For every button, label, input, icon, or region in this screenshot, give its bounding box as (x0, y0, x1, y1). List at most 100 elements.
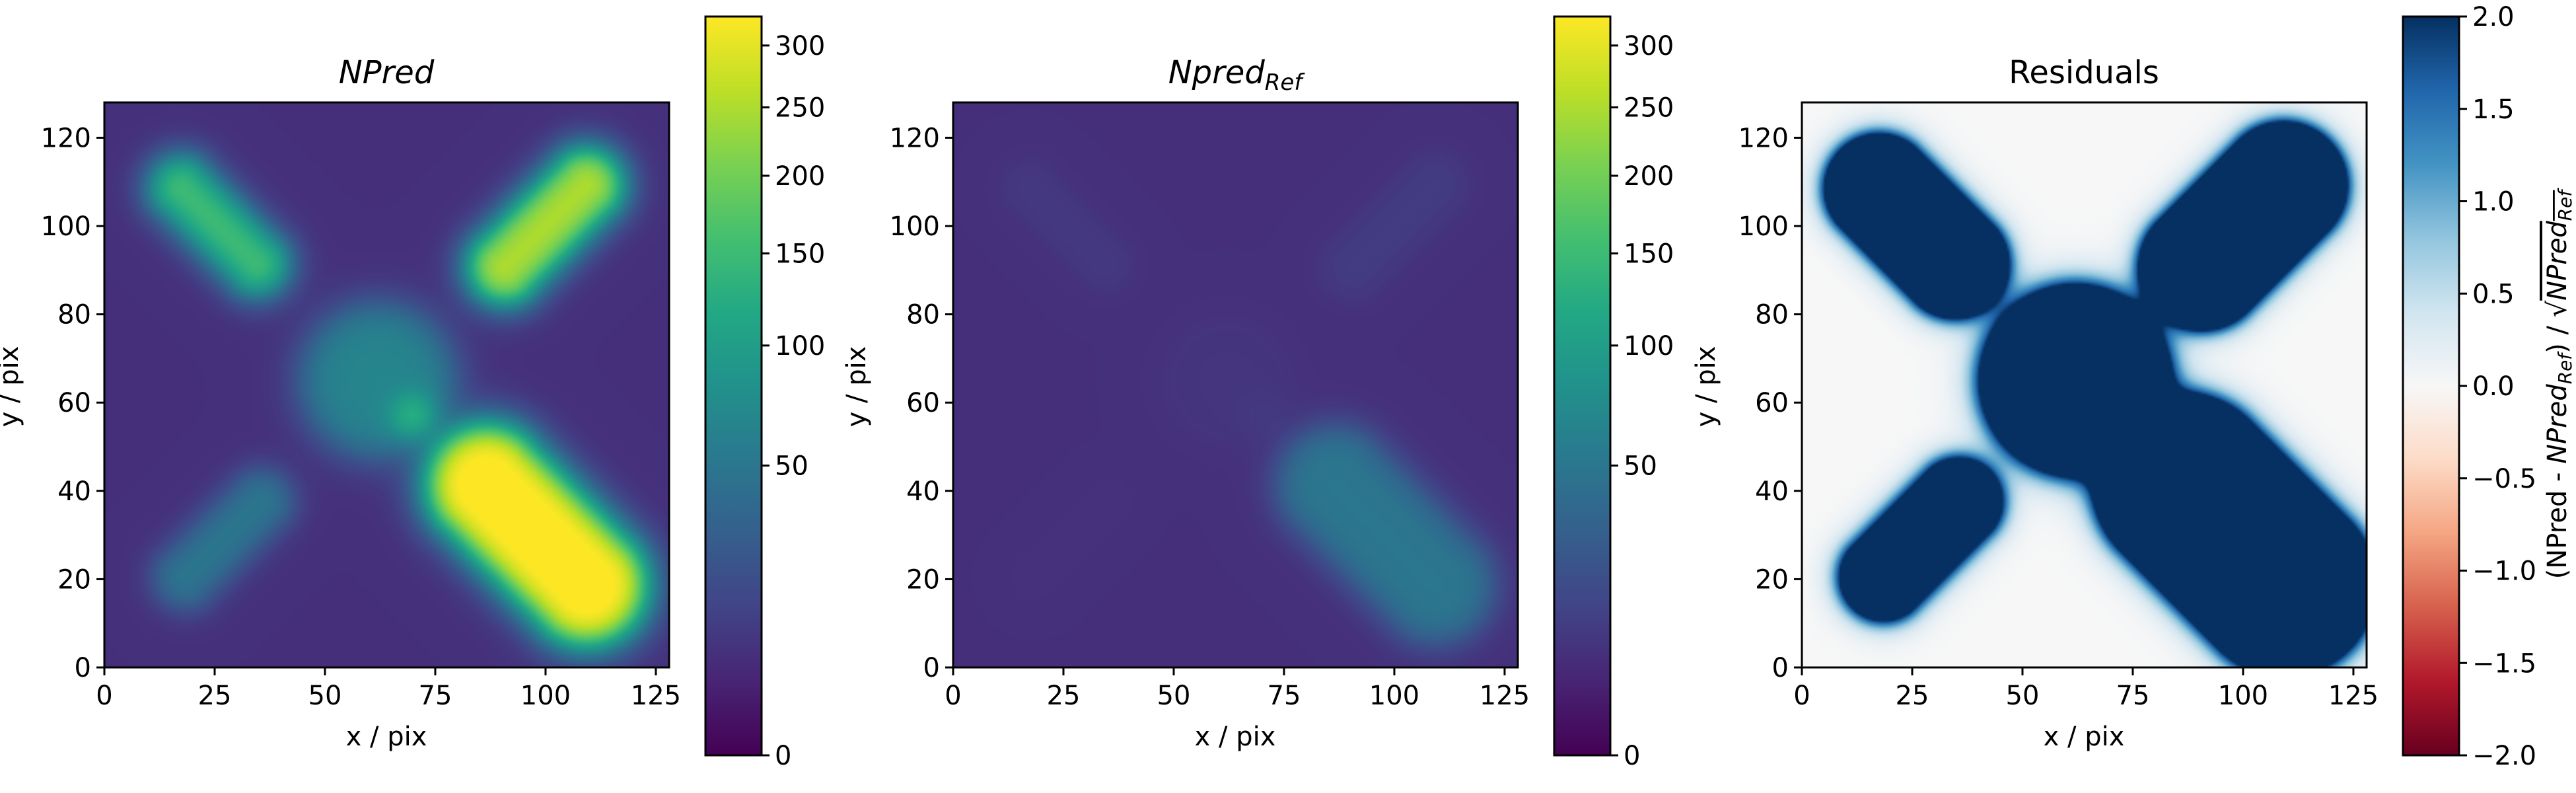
panel-npred-ref-title: NpredRef (1168, 54, 1306, 96)
ytick-label: 40 (57, 476, 91, 507)
colorbar-tick-label: 150 (1624, 239, 1674, 269)
xtick-label: 125 (2328, 681, 2379, 711)
residuals-colorbar (2402, 15, 2460, 757)
panel-npred-ref: NpredRef 0 25 50 75 100 125 0 20 40 60 80 100 120 x … (841, 15, 1674, 771)
ytick-label: 0 (75, 653, 91, 683)
colorbar-tick-label: −1.0 (2472, 556, 2536, 587)
colorbar-tick-label: 200 (1624, 161, 1674, 192)
residuals-xlabel: x / pix (2044, 722, 2125, 752)
xtick-label: 100 (520, 681, 571, 711)
colorbar-tick-label: 250 (775, 93, 825, 123)
npred-ref-ylabel: y / pix (841, 346, 872, 428)
residuals-colorbar-ticks: 2.0 1.5 1.0 0.5 0.0 −0.5 −1.0 −1.5 −2.0 (2459, 2, 2536, 771)
npred-heatmap (104, 102, 669, 667)
ytick-label: 20 (1755, 564, 1789, 595)
npred-colorbar-ticks: 0 50 100 150 200 250 300 (762, 31, 825, 771)
xtick-label: 75 (419, 681, 452, 711)
npred-ylabel: y / pix (0, 346, 24, 428)
colorbar-tick-label: 0 (1624, 741, 1640, 771)
xtick-label: 100 (2218, 681, 2268, 711)
ytick-label: 120 (890, 123, 940, 153)
ytick-label: 20 (906, 564, 940, 595)
xtick-label: 25 (198, 681, 232, 711)
colorbar-tick-label: 100 (1624, 331, 1674, 361)
ytick-label: 60 (1755, 388, 1789, 418)
residuals-ylabel: y / pix (1691, 346, 1721, 428)
ytick-label: 80 (57, 300, 91, 330)
ytick-label: 40 (906, 476, 940, 507)
colorbar-tick-label: −2.0 (2472, 741, 2536, 771)
colorbar-tick-label: −0.5 (2472, 464, 2536, 494)
xtick-label: 0 (945, 681, 961, 711)
ytick-label: 120 (41, 123, 91, 153)
cbl-open: (NPred - (2542, 464, 2573, 579)
npred-ref-axis-ticks: 0 25 50 75 100 125 0 20 40 60 80 100 120 (890, 123, 1530, 711)
residuals-heatmap-fo (1802, 102, 2367, 667)
xtick-label: 50 (2006, 681, 2040, 711)
colorbar-tick-label: 50 (1624, 451, 1657, 481)
residuals-axes-frame (1801, 101, 2368, 669)
npred-colorbar (704, 15, 763, 757)
colorbar-tick-label: 50 (775, 451, 808, 481)
colorbar-tick-label: 300 (1624, 31, 1674, 61)
xtick-label: 125 (631, 681, 681, 711)
ytick-label: 60 (57, 388, 91, 418)
residuals-colorbar-label: (NPred - NPredRef) / √NPredRef (2542, 188, 2576, 580)
npred-ref-colorbar-ticks: 0 50 100 150 200 250 300 (1610, 31, 1674, 771)
colorbar-tick-label: 1.5 (2472, 94, 2515, 125)
xtick-label: 25 (1896, 681, 1929, 711)
ytick-label: 0 (1772, 653, 1789, 683)
ytick-label: 40 (1755, 476, 1789, 507)
colorbar-tick-label: 0 (775, 741, 791, 771)
panel-residuals: Residuals 0 25 50 75 100 125 0 20 40 60 80 100 120 x… (1691, 2, 2576, 771)
npred-ref-heatmap-fo (953, 102, 1518, 667)
colorbar-tick-label: 100 (775, 331, 825, 361)
xtick-label: 50 (1157, 681, 1191, 711)
colorbar-tick-label: 150 (775, 239, 825, 269)
xtick-label: 50 (308, 681, 342, 711)
xtick-label: 0 (96, 681, 112, 711)
colorbar-tick-label: 0.0 (2472, 371, 2515, 402)
panel-npred: NPred 0 25 50 75 100 125 0 20 40 60 80 100 120 x / p… (0, 15, 825, 771)
ytick-label: 80 (1755, 300, 1789, 330)
colorbar-tick-label: 300 (775, 31, 825, 61)
cbl-npred2: NPred (2542, 221, 2573, 301)
xtick-label: 75 (1268, 681, 1301, 711)
npred-xlabel: x / pix (346, 722, 427, 752)
cbl-mid: ) / (2542, 317, 2573, 354)
npred-ref-heatmap (953, 102, 1518, 667)
cbl-sqrt: √ (2542, 300, 2573, 317)
colorbar-tick-label: 0.5 (2472, 279, 2515, 309)
ytick-label: 0 (923, 653, 940, 683)
npred-ref-axes-frame (952, 101, 1519, 669)
xtick-label: 0 (1793, 681, 1810, 711)
cbl-ref: Ref (2554, 351, 2576, 385)
colorbar-tick-label: 250 (1624, 93, 1674, 123)
ytick-label: 60 (906, 388, 940, 418)
npred-axis-ticks: 0 25 50 75 100 125 0 20 40 60 80 100 120 (41, 123, 682, 711)
panel-npred-ref-title-sub: Ref (1265, 69, 1306, 96)
xtick-label: 100 (1369, 681, 1419, 711)
residuals-axis-ticks: 0 25 50 75 100 125 0 20 40 60 80 100 120 (1738, 123, 2379, 711)
ytick-label: 120 (1738, 123, 1789, 153)
ytick-label: 100 (41, 211, 91, 242)
colorbar-tick-label: 200 (775, 161, 825, 192)
panel-residuals-title: Residuals (2009, 54, 2159, 91)
xtick-label: 25 (1047, 681, 1081, 711)
colorbar-tick-label: 2.0 (2472, 2, 2515, 32)
ytick-label: 100 (1738, 211, 1789, 242)
ytick-label: 100 (890, 211, 940, 242)
xtick-label: 75 (2116, 681, 2150, 711)
colorbar-tick-label: 1.0 (2472, 187, 2515, 217)
xtick-label: 125 (1480, 681, 1530, 711)
npred-ref-xlabel: x / pix (1195, 722, 1276, 752)
colorbar-tick-label: −1.5 (2472, 648, 2536, 679)
panel-npred-title: NPred (339, 54, 435, 91)
npred-axes-frame (103, 101, 670, 669)
residuals-heatmap (1802, 102, 2367, 667)
npred-ref-colorbar (1553, 15, 1612, 757)
cbl-npred: NPred (2542, 384, 2573, 464)
panel-npred-ref-title-main: Npred (1168, 54, 1266, 91)
cbl-ref2: Ref (2554, 188, 2576, 221)
